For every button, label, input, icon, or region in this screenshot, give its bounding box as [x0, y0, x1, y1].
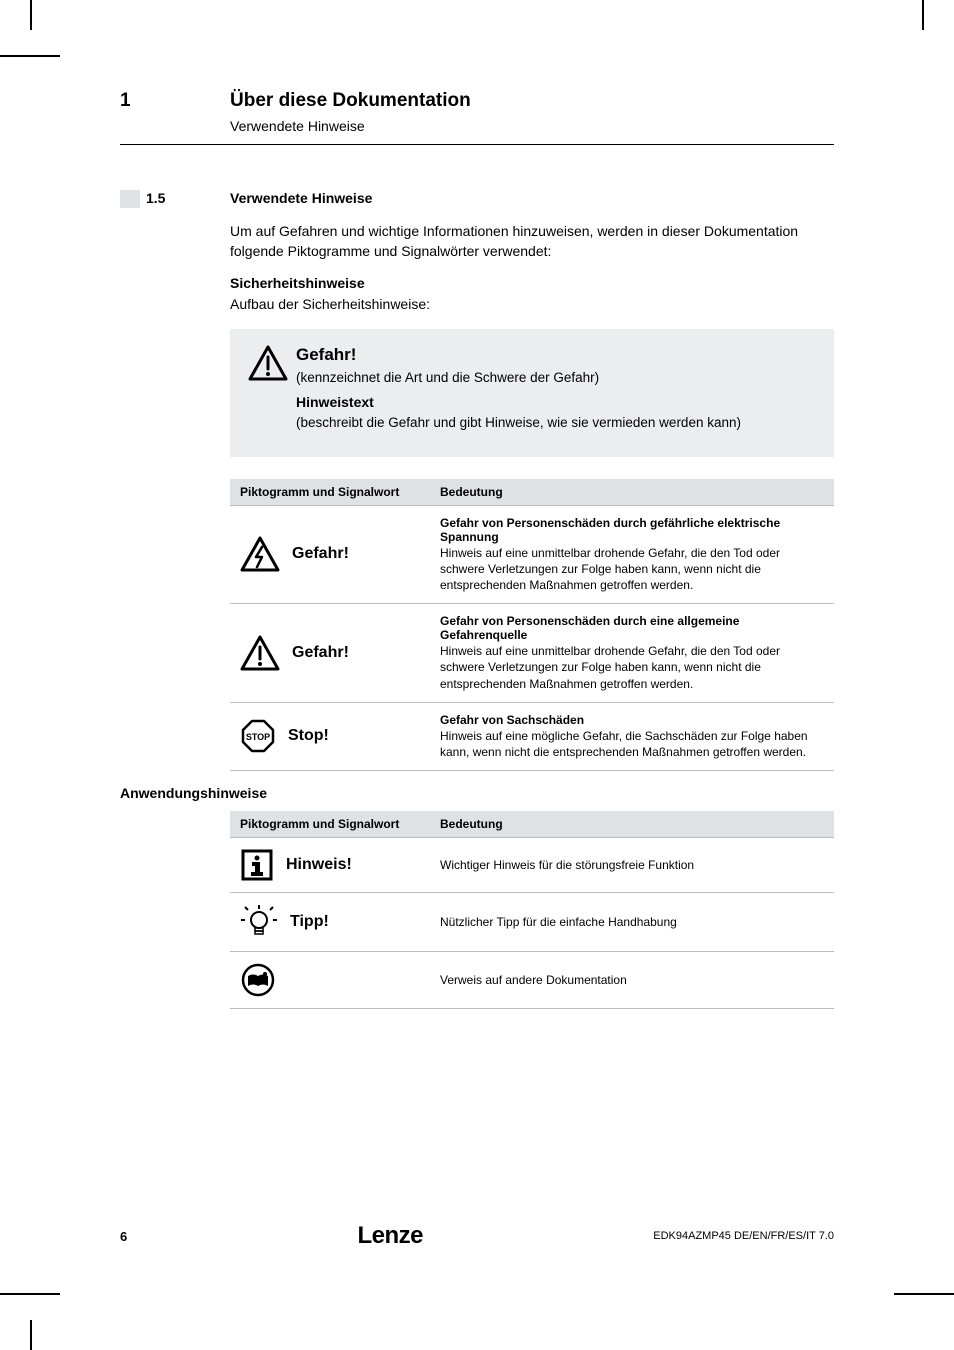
chapter-subtitle: Verwendete Hinweise — [230, 118, 834, 134]
danger-callout: Gefahr! (kennzeichnet die Art und die Sc… — [230, 329, 834, 457]
header-rule — [120, 144, 834, 145]
book-reference-icon — [240, 962, 276, 998]
crop-mark — [30, 0, 32, 30]
chapter-header: 1 Über diese Dokumentation — [120, 90, 834, 112]
table-row: STOP Stop! Gefahr von Sachschäden Hinwei… — [230, 702, 834, 770]
table-row: Tipp! Nützlicher Tipp für die einfache H… — [230, 893, 834, 952]
th-pictogram: Piktogramm und Signalwort — [230, 811, 430, 838]
signal-word: Stop! — [288, 727, 329, 745]
doc-code: EDK94AZMP45 DE/EN/FR/ES/IT 7.0 — [653, 1230, 834, 1242]
table-row: Gefahr! Gefahr von Personenschäden durch… — [230, 505, 834, 604]
meaning-bold: Gefahr von Personenschäden durch eine al… — [440, 614, 824, 642]
safety-heading: Sicherheitshinweise — [230, 275, 834, 291]
brand-logo: Lenze — [357, 1222, 423, 1250]
page-content: 1 Über diese Dokumentation Verwendete Hi… — [0, 0, 954, 1079]
crop-mark — [922, 0, 924, 30]
crop-mark — [0, 55, 60, 57]
meaning-text: Hinweis auf eine unmittelbar drohende Ge… — [440, 644, 780, 690]
svg-text:STOP: STOP — [246, 732, 270, 742]
signal-word: Hinweis! — [286, 856, 352, 874]
section-number: 1.5 — [146, 190, 230, 206]
safety-table: Piktogramm und Signalwort Bedeutung Gefa… — [230, 479, 834, 772]
warning-electric-icon — [240, 536, 280, 572]
page-number: 6 — [120, 1229, 127, 1244]
structure-line: Aufbau der Sicherheitshinweise: — [230, 295, 834, 315]
signal-word: Tipp! — [290, 913, 329, 931]
section-heading: 1.5 Verwendete Hinweise — [120, 190, 834, 208]
chapter-title: Über diese Dokumentation — [230, 90, 471, 112]
crop-mark — [0, 1293, 60, 1295]
meaning-text: Hinweis auf eine mögliche Gefahr, die Sa… — [440, 729, 808, 759]
warning-triangle-icon — [248, 345, 296, 381]
table-row: Hinweis! Wichtiger Hinweis für die störu… — [230, 838, 834, 893]
meaning-text: Wichtiger Hinweis für die störungsfreie … — [440, 858, 694, 872]
application-table: Piktogramm und Signalwort Bedeutung Hinw… — [230, 811, 834, 1009]
crop-mark — [30, 1320, 32, 1350]
info-icon — [240, 848, 274, 882]
callout-bold: Hinweistext — [296, 394, 816, 410]
callout-line2: (beschreibt die Gefahr und gibt Hinweise… — [296, 414, 816, 433]
th-meaning: Bedeutung — [430, 811, 834, 838]
table-row: Verweis auf andere Dokumentation — [230, 952, 834, 1009]
th-pictogram: Piktogramm und Signalwort — [230, 479, 430, 506]
stop-icon: STOP — [240, 718, 276, 754]
meaning-text: Hinweis auf eine unmittelbar drohende Ge… — [440, 546, 780, 592]
callout-title: Gefahr! — [296, 345, 816, 365]
meaning-text: Nützlicher Tipp für die einfache Handhab… — [440, 915, 677, 929]
meaning-bold: Gefahr von Sachschäden — [440, 713, 824, 727]
table-row: Gefahr! Gefahr von Personenschäden durch… — [230, 604, 834, 703]
crop-mark — [894, 1293, 954, 1295]
signal-word: Gefahr! — [292, 644, 349, 662]
th-meaning: Bedeutung — [430, 479, 834, 506]
signal-word: Gefahr! — [292, 545, 349, 563]
intro-paragraph: Um auf Gefahren und wichtige Information… — [230, 222, 834, 261]
page-footer: 6 Lenze EDK94AZMP45 DE/EN/FR/ES/IT 7.0 — [120, 1222, 834, 1250]
application-heading: Anwendungshinweise — [120, 785, 834, 801]
section-title: Verwendete Hinweise — [230, 190, 372, 206]
callout-line1: (kennzeichnet die Art und die Schwere de… — [296, 369, 816, 388]
warning-triangle-icon — [240, 635, 280, 671]
section-gutter — [120, 190, 140, 208]
tip-bulb-icon — [240, 903, 278, 941]
chapter-number: 1 — [120, 90, 230, 112]
meaning-text: Verweis auf andere Dokumentation — [440, 973, 627, 987]
meaning-bold: Gefahr von Personenschäden durch gefährl… — [440, 516, 824, 544]
